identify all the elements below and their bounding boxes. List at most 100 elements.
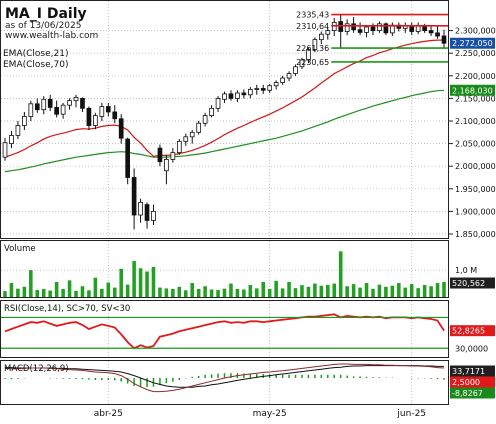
volume-bar (151, 266, 156, 297)
price-badge-last-bg (450, 37, 495, 49)
candle-body (306, 49, 311, 61)
candle (157, 144, 163, 167)
candle-body (325, 30, 331, 35)
candle (176, 139, 182, 155)
candle-body (73, 97, 79, 102)
macd-title: MACD(12,26,9) (4, 364, 69, 374)
candle-body (357, 29, 363, 33)
right-axis (449, 0, 496, 405)
volume-bar (409, 284, 414, 297)
volume-bar (93, 277, 98, 297)
ema21-label: EMA(Close,21) (3, 49, 68, 59)
candle-body (176, 140, 182, 154)
ema21-line (4, 39, 444, 158)
rsi-title: RSI(Close,14), SC>70, SV<30 (4, 304, 130, 314)
volume-bar (16, 288, 20, 297)
candle-body (60, 104, 66, 115)
candle (125, 137, 130, 185)
volume-bar (371, 288, 375, 297)
volume-bar (222, 288, 227, 297)
volume-bar (397, 283, 401, 297)
candle-body (222, 93, 227, 100)
volume-bar (300, 285, 304, 297)
candle-body (293, 66, 298, 74)
volume-bar (267, 288, 272, 297)
candle (280, 75, 285, 85)
volume-bar (338, 251, 343, 297)
volume-bar (177, 286, 182, 297)
candle (325, 28, 331, 40)
candle-body (247, 88, 253, 96)
macd-badge-green: -8,8267 (450, 387, 495, 399)
candle (235, 90, 240, 103)
candle (202, 112, 208, 127)
volume-bar (261, 281, 266, 297)
volume-bar (132, 261, 136, 297)
candle (112, 105, 118, 124)
volume-bar (22, 286, 27, 297)
volume-bar (274, 280, 278, 297)
candle (86, 106, 92, 131)
volume-bar (403, 287, 408, 297)
candle-body (80, 98, 85, 109)
price-badge-ema70-bg (450, 84, 495, 96)
volume-bar (306, 286, 311, 297)
candle-body (151, 210, 156, 221)
volume-bar (242, 289, 246, 297)
candle-body (383, 23, 389, 34)
volume-bar (280, 288, 285, 297)
volume-bar (29, 270, 33, 297)
candle (151, 204, 156, 225)
candle (306, 47, 311, 64)
candle-body (286, 73, 292, 79)
price-tick-label: 2.150,000 (455, 94, 496, 103)
candle (170, 148, 176, 163)
ema70-label: EMA(Close,70) (3, 60, 68, 70)
macd-badge-dark: 33,7171 (450, 365, 495, 377)
volume-bar (164, 288, 169, 297)
volume-bar (61, 288, 65, 297)
rsi-badge: 52,8265 (450, 325, 495, 337)
price-tick-label: 1.900,000 (455, 207, 496, 216)
volume-bar (364, 283, 369, 297)
candle (222, 91, 227, 103)
candle (183, 133, 189, 146)
price-tick-label: 1.850,000 (455, 230, 496, 239)
level-label: 2310,64 (296, 22, 329, 31)
candle-body (377, 23, 382, 31)
candle-body (2, 142, 8, 158)
candle (241, 89, 247, 99)
volume-bar (48, 290, 52, 297)
candle-body (196, 122, 202, 133)
macd-badge-dark-label: 33,7171 (452, 367, 485, 376)
volume-bar (203, 286, 207, 297)
volume-bar (158, 287, 162, 297)
candle-body (9, 135, 14, 145)
candle-body (54, 107, 59, 115)
candle-body (170, 152, 176, 160)
candle (28, 100, 34, 121)
volume-bar (112, 287, 117, 297)
candle-body (125, 138, 130, 178)
candle-body (299, 59, 305, 68)
price-tick-label: 1.950,000 (455, 185, 496, 194)
candle (41, 96, 47, 115)
candle (164, 154, 169, 185)
candle (209, 105, 214, 118)
price-tick-label: 2.100,000 (455, 117, 496, 126)
candle (344, 19, 350, 36)
chart-title: MA_I Daily (5, 6, 87, 22)
candle (47, 94, 53, 112)
candle (357, 22, 363, 36)
volume-bar (390, 285, 395, 297)
candle-body (435, 32, 440, 37)
volume-bar (138, 268, 143, 297)
volume-pane (0, 240, 449, 298)
candle (441, 29, 447, 49)
candle-body (241, 92, 247, 96)
volume-bar (106, 282, 111, 297)
volume-bar (384, 286, 388, 297)
candle (215, 96, 221, 112)
candle-body (157, 147, 163, 163)
